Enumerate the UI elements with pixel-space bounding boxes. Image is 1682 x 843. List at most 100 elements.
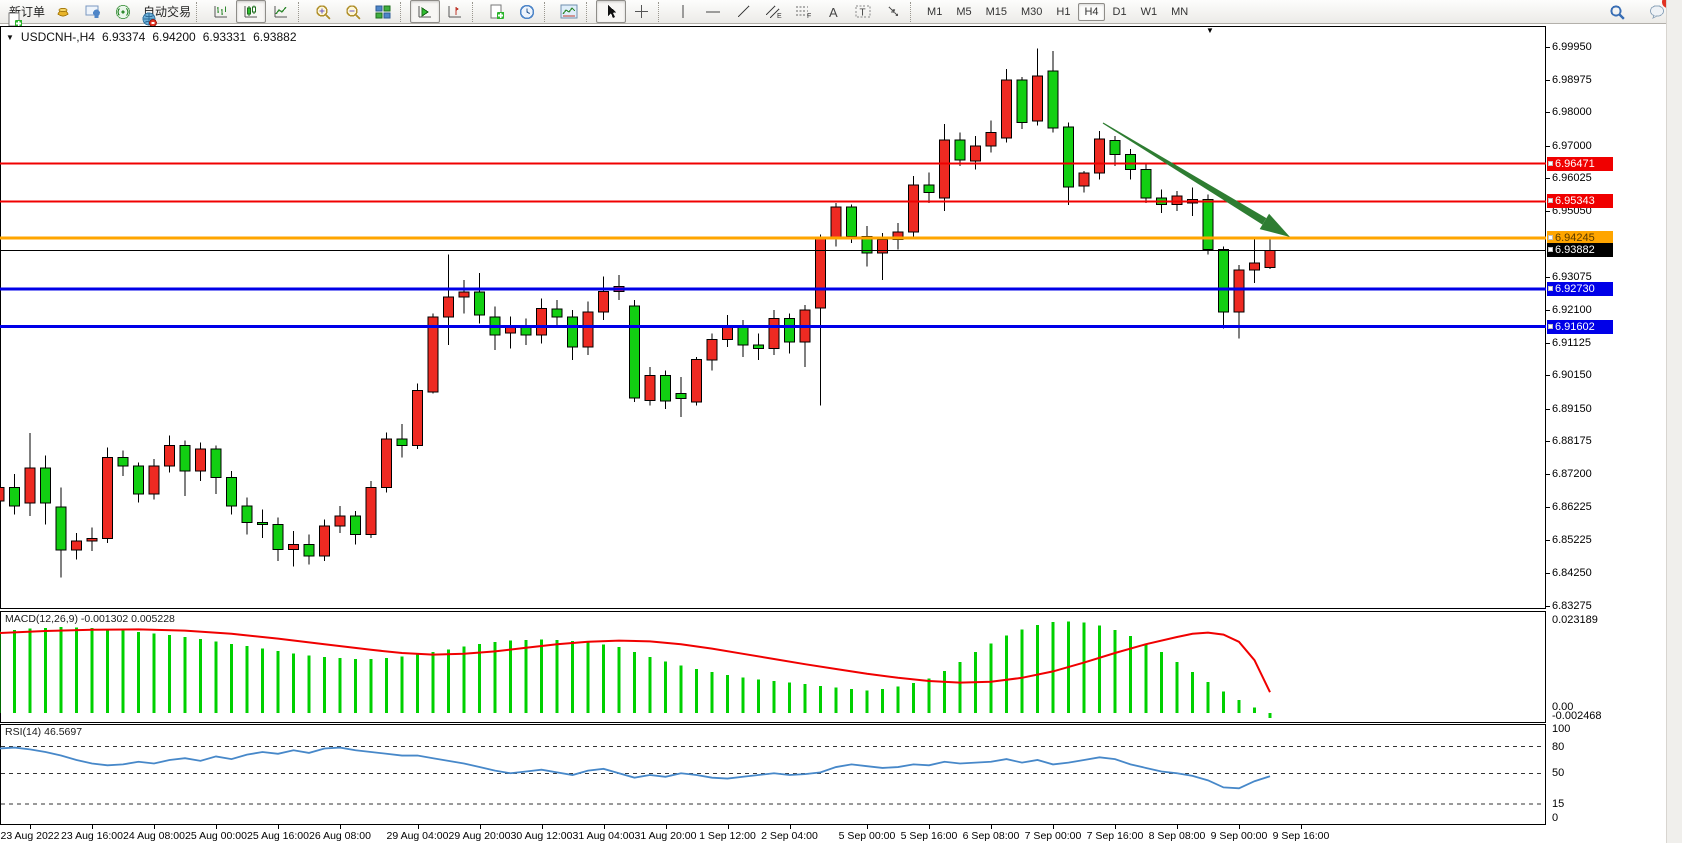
time-label: 25 Aug 16:00 <box>247 830 309 842</box>
rsi-axis-label: 15 <box>1552 798 1565 811</box>
period-clock-button[interactable]: ▼ <box>512 0 542 23</box>
price-tick-label: 6.86225 <box>1552 500 1592 513</box>
line-anchor-square <box>1548 323 1553 329</box>
line-anchor-square <box>1548 198 1553 204</box>
level-price-tag: 6.92730 <box>1547 281 1613 296</box>
community-icon[interactable] <box>78 0 108 23</box>
line-anchor-square <box>1548 247 1553 253</box>
time-label: 5 Sep 00:00 <box>838 830 896 842</box>
timeframe-h1[interactable]: H1 <box>1056 5 1071 18</box>
macd-zero-label: 0.00 <box>1552 701 1574 713</box>
high-value: 6.94200 <box>152 30 196 44</box>
signals-icon[interactable] <box>108 0 138 23</box>
chart-shift-icon[interactable] <box>440 0 470 23</box>
fibonacci-tool-icon[interactable]: F <box>788 0 818 23</box>
auto-scroll-icon[interactable] <box>410 0 441 23</box>
zoom-out-icon[interactable] <box>338 0 368 23</box>
timeframe-h4[interactable]: H4 <box>1078 2 1105 21</box>
price-tickmark <box>1546 277 1550 279</box>
main-toolbar: 新订单 自动交易 ▼ <box>0 0 1682 27</box>
price-tickmark <box>1546 605 1550 607</box>
rsi-axis-label: 0 <box>1552 811 1559 824</box>
time-tickmark <box>92 825 93 829</box>
time-tickmark <box>603 825 605 829</box>
timeframe-w1[interactable]: W1 <box>1140 5 1158 18</box>
tile-windows-icon[interactable] <box>368 0 398 23</box>
time-label: 6 Sep 08:00 <box>962 830 1020 842</box>
crosshair-tool-icon[interactable] <box>626 0 656 23</box>
timeframe-m5[interactable]: M5 <box>956 5 972 18</box>
cursor-tool-icon[interactable] <box>596 0 627 23</box>
main-chart-canvas[interactable] <box>0 26 1546 609</box>
time-label: 26 Aug 08:00 <box>309 830 371 842</box>
equidistant-channel-tool-icon[interactable]: E <box>758 0 788 23</box>
timeframe-d1[interactable]: D1 <box>1112 5 1127 18</box>
price-tick-label: 6.87200 <box>1552 468 1592 481</box>
svg-text:F: F <box>807 13 811 19</box>
auto-trading-button[interactable]: 自动交易 <box>138 0 194 27</box>
low-value: 6.93331 <box>202 30 247 44</box>
toolbar-separator <box>472 1 480 22</box>
level-price-tag: 6.94245 <box>1547 231 1613 246</box>
line-anchor-square <box>1548 285 1553 291</box>
time-tickmark <box>340 825 341 829</box>
new-order-button[interactable]: 新订单 <box>4 0 48 27</box>
time-tickmark <box>1115 825 1116 829</box>
price-tickmark <box>1546 211 1550 213</box>
candlestick-chart-icon[interactable] <box>236 0 267 23</box>
timeframe-m1[interactable]: M1 <box>927 5 943 18</box>
price-tick-label: 6.88175 <box>1552 435 1592 448</box>
price-tickmark <box>1546 474 1550 476</box>
time-tickmark <box>541 825 543 829</box>
window-scrollbar[interactable] <box>1666 0 1682 843</box>
price-tick-label: 6.84250 <box>1552 566 1592 579</box>
search-icon[interactable] <box>1602 0 1632 23</box>
collapse-triangle-icon[interactable]: ▼ <box>6 32 14 42</box>
auto-trading-label: 自动交易 <box>143 5 192 19</box>
time-tickmark <box>216 825 217 829</box>
trendline-tool-icon[interactable] <box>728 0 758 23</box>
gold-ingot-icon[interactable] <box>48 0 78 23</box>
time-label: 23 Aug 16:00 <box>61 830 123 842</box>
time-label: 30 Aug 12:00 <box>510 830 573 842</box>
price-tick-label: 6.93075 <box>1552 271 1592 284</box>
toolbar-separator <box>658 1 666 22</box>
arrows-tool-button[interactable]: ▼ <box>878 0 908 23</box>
line-chart-icon[interactable] <box>266 0 296 23</box>
bar-chart-icon[interactable] <box>206 0 236 23</box>
current-price-tag: 6.93882 <box>1547 243 1613 258</box>
svg-text:T: T <box>860 8 866 19</box>
timeframe-mn[interactable]: MN <box>1171 5 1189 18</box>
price-tick-label: 6.91125 <box>1552 336 1591 349</box>
time-tickmark <box>867 825 868 829</box>
text-label-tool-icon[interactable]: T <box>848 0 878 23</box>
time-tickmark <box>417 825 419 829</box>
macd-min-label: -0.002468 <box>1552 710 1602 722</box>
zoom-in-icon[interactable] <box>308 0 338 23</box>
template-button[interactable]: ▼ <box>554 0 584 23</box>
time-tickmark <box>479 825 481 829</box>
macd-indicator-label: MACD(12,26,9) -0.001302 0.005228 <box>5 613 175 625</box>
text-tool-icon[interactable]: A <box>818 0 848 23</box>
timeframe-m30[interactable]: M30 <box>1021 5 1043 18</box>
timeframe-m15[interactable]: M15 <box>985 5 1007 18</box>
level-price-tag: 6.96471 <box>1547 156 1613 171</box>
vertical-line-tool-icon[interactable] <box>668 0 698 23</box>
rsi-value: 46.5697 <box>44 726 83 738</box>
time-label: 9 Sep 00:00 <box>1210 830 1268 842</box>
horizontal-line-tool-icon[interactable] <box>698 0 728 23</box>
time-tickmark <box>991 825 992 829</box>
time-tickmark <box>278 825 279 829</box>
price-tickmark <box>1546 408 1550 410</box>
rsi-panel-canvas[interactable] <box>0 724 1546 825</box>
price-tick-label: 6.98975 <box>1552 73 1592 86</box>
time-label: 25 Aug 00:00 <box>185 830 247 842</box>
price-tick-label: 6.98000 <box>1552 106 1592 119</box>
macd-max-label: 0.023189 <box>1552 614 1598 626</box>
price-tickmark <box>1546 540 1550 542</box>
new-chart-button[interactable]: ▼ <box>482 0 512 23</box>
downtrend-arrow-annotation[interactable] <box>1102 122 1290 237</box>
macd-panel-canvas[interactable] <box>0 611 1546 723</box>
price-tickmark <box>1546 112 1550 114</box>
